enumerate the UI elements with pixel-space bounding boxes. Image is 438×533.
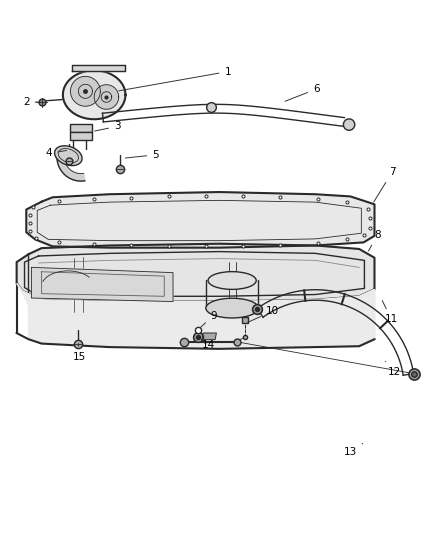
Text: 14: 14 xyxy=(202,341,215,350)
Polygon shape xyxy=(70,133,92,140)
Polygon shape xyxy=(17,244,374,302)
Text: 2: 2 xyxy=(23,97,40,107)
Polygon shape xyxy=(63,70,125,119)
Text: 4: 4 xyxy=(46,149,67,158)
Ellipse shape xyxy=(208,272,256,289)
Polygon shape xyxy=(202,333,216,340)
Polygon shape xyxy=(57,150,85,181)
Polygon shape xyxy=(26,192,374,248)
Text: 3: 3 xyxy=(95,122,121,131)
Text: 13: 13 xyxy=(344,443,363,457)
Text: 7: 7 xyxy=(374,167,396,202)
Text: 1: 1 xyxy=(119,67,231,91)
Text: 10: 10 xyxy=(248,306,279,322)
Circle shape xyxy=(343,119,355,130)
Polygon shape xyxy=(70,124,92,132)
Polygon shape xyxy=(71,76,100,106)
Text: 15: 15 xyxy=(73,344,86,362)
Polygon shape xyxy=(72,65,125,71)
Text: 12: 12 xyxy=(385,361,401,377)
Text: 9: 9 xyxy=(200,311,217,328)
Ellipse shape xyxy=(55,146,82,166)
Ellipse shape xyxy=(206,298,258,318)
Polygon shape xyxy=(17,283,374,349)
Text: 6: 6 xyxy=(285,84,320,101)
Text: 5: 5 xyxy=(125,150,159,160)
Text: 8: 8 xyxy=(368,230,381,251)
Polygon shape xyxy=(94,85,119,109)
Polygon shape xyxy=(32,268,173,302)
Text: 11: 11 xyxy=(382,301,398,324)
